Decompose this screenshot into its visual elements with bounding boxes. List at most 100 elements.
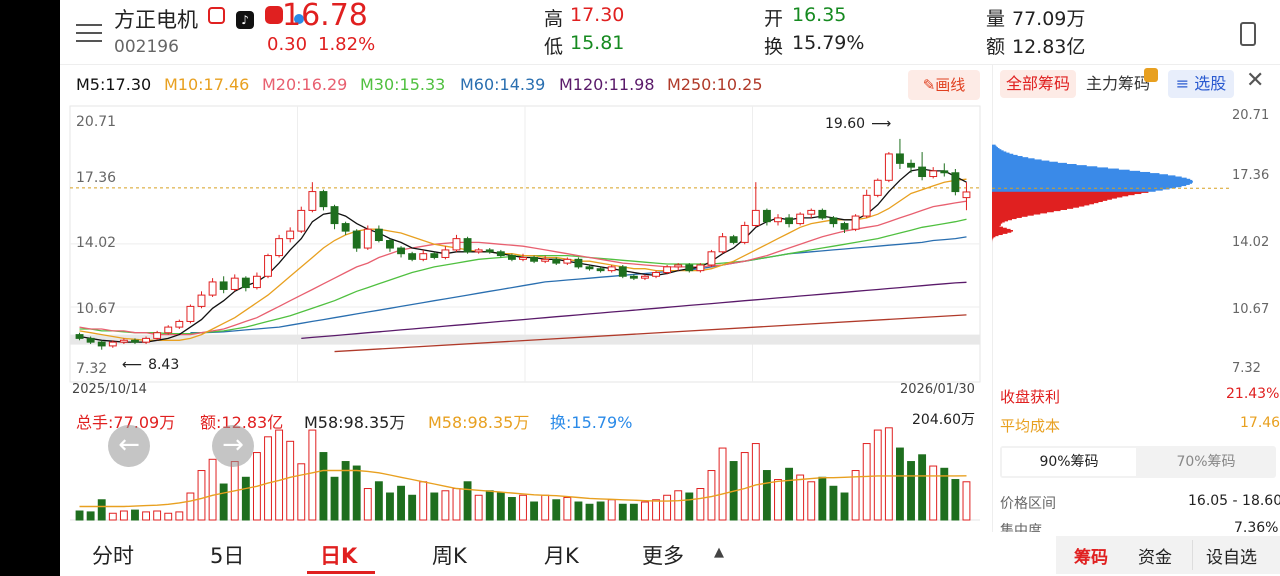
add-watchlist-button[interactable]: 设自选 <box>1206 548 1257 568</box>
volume-bar <box>718 447 727 521</box>
chip-bar <box>992 171 1151 174</box>
chip-bar <box>992 176 1182 179</box>
chip-distribution-chart <box>992 144 1232 255</box>
chip-bar <box>992 215 1028 217</box>
lock-badge-icon <box>1144 68 1158 82</box>
chip-bar <box>992 191 1149 193</box>
candle-body <box>252 275 261 289</box>
volume-bar <box>663 494 672 521</box>
candle-body <box>940 170 949 174</box>
candle-body <box>241 277 250 289</box>
tab-all-chips[interactable]: 全部筹码 <box>1000 70 1076 98</box>
candle-body <box>862 194 871 217</box>
current-price: 16.78 <box>282 0 368 33</box>
ma120-label: M120:11.98 <box>559 75 655 94</box>
range-label: 价格区间 <box>1000 496 1056 512</box>
ma250-label: M250:10.25 <box>667 75 763 94</box>
volume-bar <box>108 512 117 521</box>
gap-band <box>70 334 980 345</box>
chip-bar <box>992 153 1014 156</box>
chip-price-tick-4: 10.67 <box>1232 302 1270 317</box>
candle-body <box>962 191 971 199</box>
vol-turnover: 换:15.79% <box>550 413 633 432</box>
chips-button[interactable]: 筹码 <box>1074 548 1108 568</box>
menu-icon[interactable] <box>76 22 102 42</box>
tab-daily-k[interactable]: 日K <box>320 544 358 568</box>
tab-pick-stock[interactable]: ≡ 选股 <box>1168 70 1234 98</box>
volume-bar <box>208 458 217 521</box>
chip-bar <box>992 228 1011 231</box>
funds-button[interactable]: 资金 <box>1138 548 1172 568</box>
chip-bar <box>992 208 1068 210</box>
volume-label: 量 <box>986 8 1006 30</box>
chip-bar <box>992 182 1193 184</box>
next-arrow-icon[interactable]: → <box>212 425 254 467</box>
chip-bar <box>992 202 1094 205</box>
volume-bar <box>574 501 583 521</box>
volume-bar <box>840 492 849 521</box>
tab-intraday[interactable]: 分时 <box>92 544 134 568</box>
volume-bar <box>397 485 405 521</box>
candle-body <box>829 217 838 225</box>
volume-bar <box>884 427 893 521</box>
candle-body <box>341 223 350 232</box>
candle-body <box>796 213 805 225</box>
volume-bar <box>896 447 904 521</box>
draw-line-button[interactable]: ✎画线 <box>908 70 980 100</box>
seg-70-button[interactable]: 70%筹码 <box>1176 454 1236 470</box>
volume-bar <box>164 512 173 521</box>
volume-bar <box>485 490 494 521</box>
candle-body <box>663 266 672 274</box>
candle-body <box>740 224 749 243</box>
candle-body <box>219 281 228 290</box>
high-value: 17.30 <box>570 4 625 26</box>
volume-chart[interactable] <box>60 426 992 522</box>
avg-cost-value: 17.46 <box>1240 415 1280 431</box>
vol-max: 204.60万 <box>912 412 975 428</box>
chip-bar <box>992 232 1008 234</box>
volume-bar <box>641 501 649 521</box>
chip-bar <box>992 236 994 239</box>
caret-up-icon[interactable]: ▲ <box>714 545 724 560</box>
volume-bar <box>596 501 605 521</box>
candle-body <box>474 249 483 253</box>
tab-monthly-k[interactable]: 月K <box>544 544 579 568</box>
volume-bar <box>441 490 450 521</box>
tab-5day[interactable]: 5日 <box>210 544 245 568</box>
chip-bar <box>992 189 1163 191</box>
tab-more[interactable]: 更多 <box>642 544 684 568</box>
volume-bar <box>774 479 782 521</box>
chip-bar <box>992 194 1129 197</box>
avg-cost-label: 平均成本 <box>1000 417 1061 435</box>
chip-bar <box>992 220 1005 223</box>
candle-body <box>519 256 527 260</box>
volume-bar <box>552 499 561 521</box>
candle-body <box>751 209 760 226</box>
candle-body <box>552 258 561 264</box>
candle-body <box>951 172 960 193</box>
candle-body <box>607 266 616 272</box>
tab-weekly-k[interactable]: 周K <box>432 544 467 568</box>
chip-bar <box>992 152 1010 155</box>
candlestick-chart[interactable] <box>60 104 992 404</box>
phone-icon[interactable] <box>1240 22 1256 46</box>
profit-label: 收盘获利 <box>1000 388 1061 406</box>
app-icon-music-note: ♪ <box>236 11 255 29</box>
chip-bar <box>992 145 997 148</box>
chip-bar <box>992 161 1058 164</box>
ma-line-m120 <box>301 281 967 340</box>
volume-bar <box>297 463 306 521</box>
chip-bar <box>992 157 1029 159</box>
chip-bar <box>992 231 1012 233</box>
volume-bar <box>153 510 162 521</box>
volume-bar <box>962 481 971 521</box>
volume-bar <box>374 481 383 521</box>
candle-body <box>585 266 594 270</box>
close-icon[interactable]: ✕ <box>1246 68 1265 93</box>
prev-arrow-icon[interactable]: ← <box>108 425 150 467</box>
tab-main-chips[interactable]: 主力筹码 <box>1086 68 1158 98</box>
seg-90-button[interactable]: 90%筹码 <box>1002 448 1136 476</box>
volume-bar <box>341 461 350 521</box>
volume-bar <box>563 497 572 521</box>
volume-bar <box>75 510 84 521</box>
